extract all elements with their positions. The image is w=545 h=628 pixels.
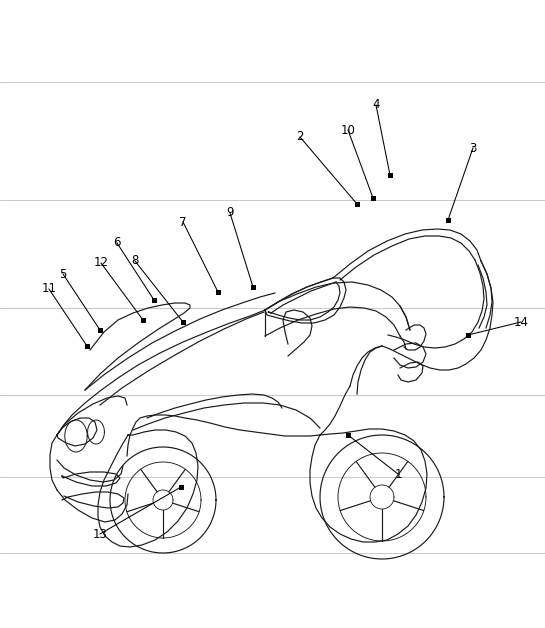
- Bar: [180, 320, 185, 325]
- Text: 7: 7: [179, 215, 187, 229]
- Text: 8: 8: [131, 254, 138, 268]
- Bar: [251, 284, 256, 290]
- Text: 11: 11: [41, 283, 57, 296]
- Text: 5: 5: [59, 268, 66, 281]
- Text: 4: 4: [372, 99, 380, 112]
- Text: 12: 12: [94, 256, 108, 269]
- Text: 10: 10: [341, 124, 355, 136]
- Text: 2: 2: [296, 131, 304, 144]
- Bar: [215, 290, 221, 295]
- Text: 1: 1: [394, 467, 402, 480]
- Bar: [84, 344, 89, 349]
- Text: 3: 3: [469, 141, 477, 154]
- Bar: [141, 318, 146, 323]
- Bar: [152, 298, 156, 303]
- Bar: [465, 332, 470, 337]
- Bar: [179, 484, 184, 489]
- Text: 9: 9: [226, 207, 234, 220]
- Bar: [98, 327, 102, 332]
- Text: 14: 14: [513, 315, 529, 328]
- Bar: [346, 433, 350, 438]
- Text: 13: 13: [93, 528, 107, 541]
- Text: 6: 6: [113, 237, 121, 249]
- Bar: [354, 202, 360, 207]
- Bar: [445, 217, 451, 222]
- Bar: [387, 173, 392, 178]
- Bar: [371, 195, 376, 200]
